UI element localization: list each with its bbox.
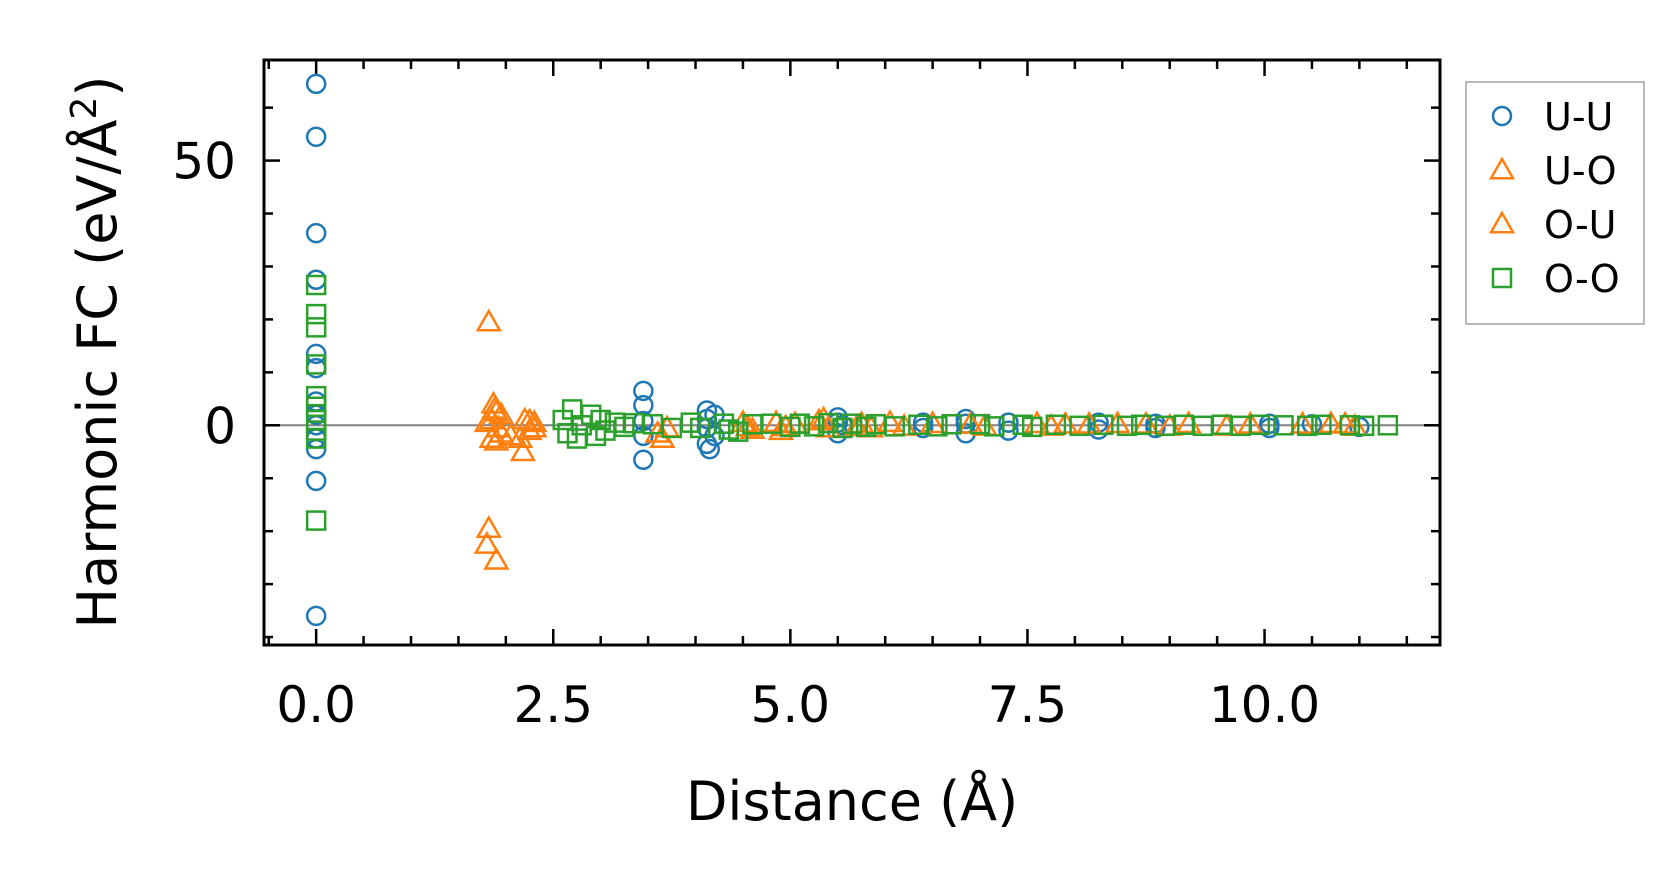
x-tick-label: 7.5 bbox=[988, 676, 1068, 734]
data-point-o-o bbox=[789, 413, 811, 434]
legend-marker-o-u bbox=[1488, 210, 1516, 234]
data-point-u-u bbox=[305, 126, 327, 148]
data-point-u-u bbox=[998, 420, 1019, 441]
data-point-o-o bbox=[984, 416, 1005, 437]
data-point-o-o bbox=[969, 413, 991, 435]
data-point-u-u bbox=[305, 73, 327, 95]
y-tick-label: 0 bbox=[204, 397, 236, 455]
data-point-o-o bbox=[1131, 414, 1152, 436]
data-point-u-u bbox=[633, 380, 654, 402]
x-tick-label: 2.5 bbox=[513, 676, 593, 734]
series-o-o bbox=[305, 274, 1399, 531]
legend-marker-u-u bbox=[1491, 105, 1513, 127]
x-tick-labels: 0.0 2.5 5.0 7.5 10.0 bbox=[276, 676, 1320, 734]
data-point-o-o bbox=[1249, 414, 1271, 436]
data-point-u-u bbox=[998, 412, 1019, 433]
data-point-o-o bbox=[1377, 415, 1399, 436]
data-point-o-o bbox=[818, 412, 839, 434]
data-point-o-u bbox=[497, 422, 524, 446]
x-axis-ticks bbox=[267, 60, 1409, 645]
data-point-o-o bbox=[727, 421, 749, 442]
data-point-o-o bbox=[1296, 415, 1318, 437]
data-point-u-o bbox=[509, 438, 537, 462]
data-point-u-u bbox=[305, 222, 327, 244]
y-axis-label-superscript: 2 bbox=[64, 97, 105, 120]
data-point-u-o bbox=[483, 546, 510, 570]
legend: U-U U-O O-U O-O bbox=[1465, 81, 1645, 325]
data-point-o-o bbox=[1069, 415, 1090, 437]
y-tick-labels: 0 50 bbox=[172, 133, 236, 456]
y-axis-ticks bbox=[264, 106, 1440, 639]
data-point-o-o bbox=[305, 354, 327, 375]
data-point-o-o bbox=[841, 413, 863, 434]
plot-frame bbox=[262, 58, 1442, 647]
data-point-o-o bbox=[305, 385, 327, 407]
data-point-o-o bbox=[884, 416, 905, 437]
data-point-u-u bbox=[305, 343, 327, 365]
data-point-u-u bbox=[912, 417, 934, 439]
data-point-u-u bbox=[633, 449, 654, 470]
data-point-o-o bbox=[1045, 414, 1067, 436]
data-point-o-o bbox=[1353, 415, 1375, 437]
data-point-u-u bbox=[305, 269, 327, 290]
x-axis-label: Distance (Å) bbox=[686, 769, 1018, 833]
data-point-u-o bbox=[475, 515, 502, 539]
legend-entry-u-o: U-O bbox=[1488, 149, 1617, 193]
data-point-u-o bbox=[521, 409, 548, 433]
data-point-o-u bbox=[516, 407, 543, 431]
data-point-u-u bbox=[699, 438, 720, 460]
y-axis-label-main: Harmonic FC (eV/Å bbox=[65, 119, 129, 628]
data-point-o-o bbox=[305, 510, 327, 531]
legend-label: O-U bbox=[1544, 203, 1617, 247]
legend-entry-o-o: O-O bbox=[1491, 257, 1620, 301]
legend-marker-o-o bbox=[1491, 267, 1513, 289]
x-tick-label: 10.0 bbox=[1209, 676, 1320, 734]
y-axis-label: Harmonic FC (eV/Å2) bbox=[64, 76, 129, 629]
data-point-u-o bbox=[473, 530, 501, 554]
series-u-u bbox=[305, 73, 1370, 627]
data-point-o-o bbox=[1021, 416, 1043, 438]
data-points bbox=[305, 73, 1399, 627]
data-point-o-o bbox=[305, 317, 327, 338]
data-point-o-o bbox=[305, 303, 327, 325]
data-point-u-u bbox=[305, 438, 327, 460]
data-point-o-u bbox=[473, 409, 501, 433]
x-tick-label: 0.0 bbox=[276, 676, 356, 734]
data-point-o-o bbox=[1093, 414, 1114, 436]
data-point-u-u bbox=[305, 605, 327, 627]
data-point-o-o bbox=[690, 417, 711, 439]
data-point-u-o bbox=[478, 425, 505, 449]
y-tick-label: 50 bbox=[172, 133, 236, 191]
data-point-o-o bbox=[803, 416, 825, 437]
legend-entry-u-u: U-U bbox=[1491, 95, 1613, 139]
data-point-o-o bbox=[590, 409, 611, 431]
data-point-o-o bbox=[1339, 415, 1361, 436]
y-axis-label-close: ) bbox=[66, 76, 129, 97]
data-point-u-o bbox=[475, 308, 502, 332]
data-point-o-o bbox=[305, 396, 327, 418]
legend-label: O-O bbox=[1544, 257, 1620, 301]
data-point-o-o bbox=[1116, 415, 1138, 437]
data-point-o-o bbox=[1273, 415, 1294, 436]
x-tick-label: 5.0 bbox=[751, 676, 831, 734]
data-point-o-o bbox=[1311, 414, 1332, 436]
legend-label: U-O bbox=[1544, 149, 1617, 193]
legend-entry-o-u: O-U bbox=[1488, 203, 1617, 247]
legend-marker-u-o bbox=[1488, 156, 1516, 180]
data-point-o-o bbox=[927, 416, 948, 437]
data-point-o-o bbox=[305, 428, 327, 449]
legend-label: U-U bbox=[1544, 95, 1613, 139]
data-point-o-o bbox=[305, 274, 327, 296]
data-point-u-u bbox=[305, 470, 327, 492]
data-point-o-o bbox=[941, 413, 962, 435]
